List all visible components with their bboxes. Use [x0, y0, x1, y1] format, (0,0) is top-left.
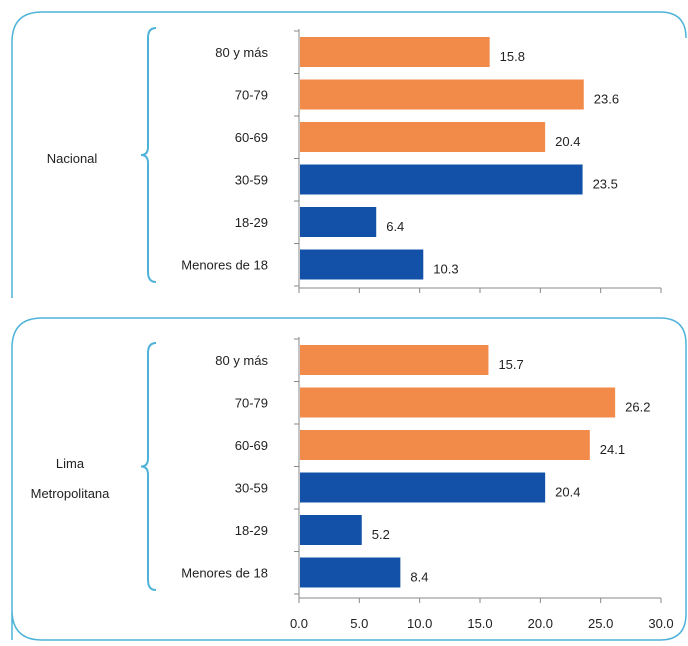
panel-1-value-label: 23.6 [594, 92, 619, 107]
panel-2-category-label: 80 y más [215, 353, 268, 368]
panel-2-category-label: 60-69 [235, 438, 268, 453]
panel-2-x-tick-label: 20.0 [528, 616, 553, 631]
panel-2-bar [300, 557, 401, 588]
panel-1-category-label: Menores de 18 [181, 258, 268, 273]
panel-2-region-label: Lima [56, 456, 85, 471]
panel-2-bar [300, 472, 546, 503]
panel-2-bar [300, 515, 362, 545]
panel-2-bar [300, 345, 489, 375]
panel-2-value-label: 15.7 [498, 357, 523, 372]
panel-1-value-label: 20.4 [555, 134, 580, 149]
panel-2-category-label: Menores de 18 [181, 566, 268, 581]
panel-1-category-label: 70-79 [235, 88, 268, 103]
panel-2-region-label: Metropolitana [31, 486, 111, 501]
panel-1-bar [300, 79, 584, 110]
panel-2-frame [11, 317, 687, 641]
panel-2-x-tick-label: 30.0 [648, 616, 673, 631]
panel-2-x-tick-label: 15.0 [467, 616, 492, 631]
panel-2-value-label: 24.1 [600, 442, 625, 457]
panel-2-x-tick-label: 10.0 [407, 616, 432, 631]
panel-2-x-tick-label: 25.0 [588, 616, 613, 631]
panel-1-category-label: 60-69 [235, 130, 268, 145]
panel-1-bar [300, 164, 583, 195]
panel-1-frame [11, 11, 687, 298]
panel-2-x-tick-label: 0.0 [290, 616, 308, 631]
panel-1-brace [140, 27, 157, 283]
panel-2-x-tick-label: 5.0 [350, 616, 368, 631]
panel-2-value-label: 5.2 [372, 527, 390, 542]
panel-2-value-label: 26.2 [625, 400, 650, 415]
panel-2-bar [300, 430, 590, 460]
panel-1-bar [300, 249, 424, 280]
panel-1-value-label: 10.3 [433, 262, 458, 277]
panel-1-bar [300, 207, 377, 237]
panel-1-value-label: 23.5 [593, 177, 618, 192]
panel-2-bar [300, 387, 616, 418]
panel-1-bar [300, 122, 546, 152]
panel-1-category-label: 80 y más [215, 45, 268, 60]
panel-2-category-label: 70-79 [235, 396, 268, 411]
panel-1-category-label: 18-29 [235, 215, 268, 230]
panel-1-bar [300, 37, 490, 67]
panel-2-value-label: 8.4 [410, 570, 428, 585]
panel-1-category-label: 30-59 [235, 173, 268, 188]
panel-2-value-label: 20.4 [555, 485, 580, 500]
panel-1-value-label: 6.4 [386, 219, 404, 234]
panel-1-region-label: Nacional [47, 151, 98, 166]
panel-2-category-label: 30-59 [235, 481, 268, 496]
panel-1-value-label: 15.8 [500, 49, 525, 64]
panel-2-category-label: 18-29 [235, 523, 268, 538]
panel-2-brace [140, 342, 157, 591]
